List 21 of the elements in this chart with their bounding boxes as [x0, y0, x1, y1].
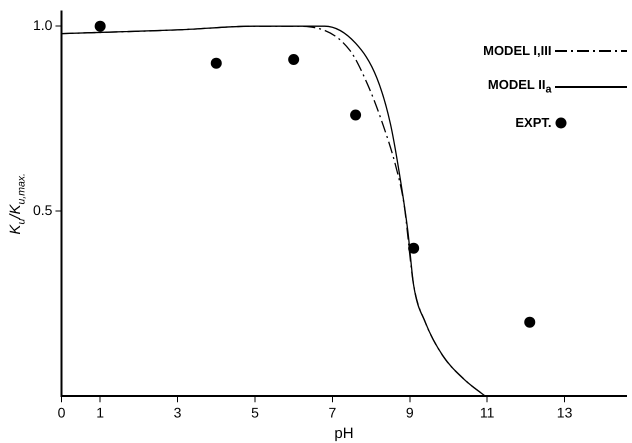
- x-tick-label: 13: [556, 404, 573, 420]
- point: [408, 242, 420, 254]
- x-tick-label: 9: [406, 404, 414, 420]
- point: [94, 20, 106, 32]
- legend-label: EXPT.: [515, 115, 552, 132]
- y-tick-label: 1.0: [32, 17, 53, 34]
- point: [288, 54, 300, 65]
- y-tick-label: 0.5: [32, 202, 53, 218]
- point: [210, 58, 222, 69]
- x-tick-label: 5: [251, 404, 260, 420]
- x-axis-title: pH: [334, 425, 354, 442]
- x-tick-label: 0: [58, 404, 66, 420]
- legend-label: MODEL II$_{a}$: [488, 77, 552, 98]
- y-axis-title: Ku/Ku,max.: [7, 173, 28, 235]
- x-tick-label: 11: [480, 404, 495, 420]
- x-tick-label: 1: [96, 404, 104, 420]
- point: [524, 316, 536, 328]
- x-tick-label: 7: [328, 404, 336, 420]
- point: [350, 110, 362, 120]
- legend-label: MODEL I,III: [483, 43, 552, 60]
- x-tick-label: 3: [174, 404, 182, 420]
